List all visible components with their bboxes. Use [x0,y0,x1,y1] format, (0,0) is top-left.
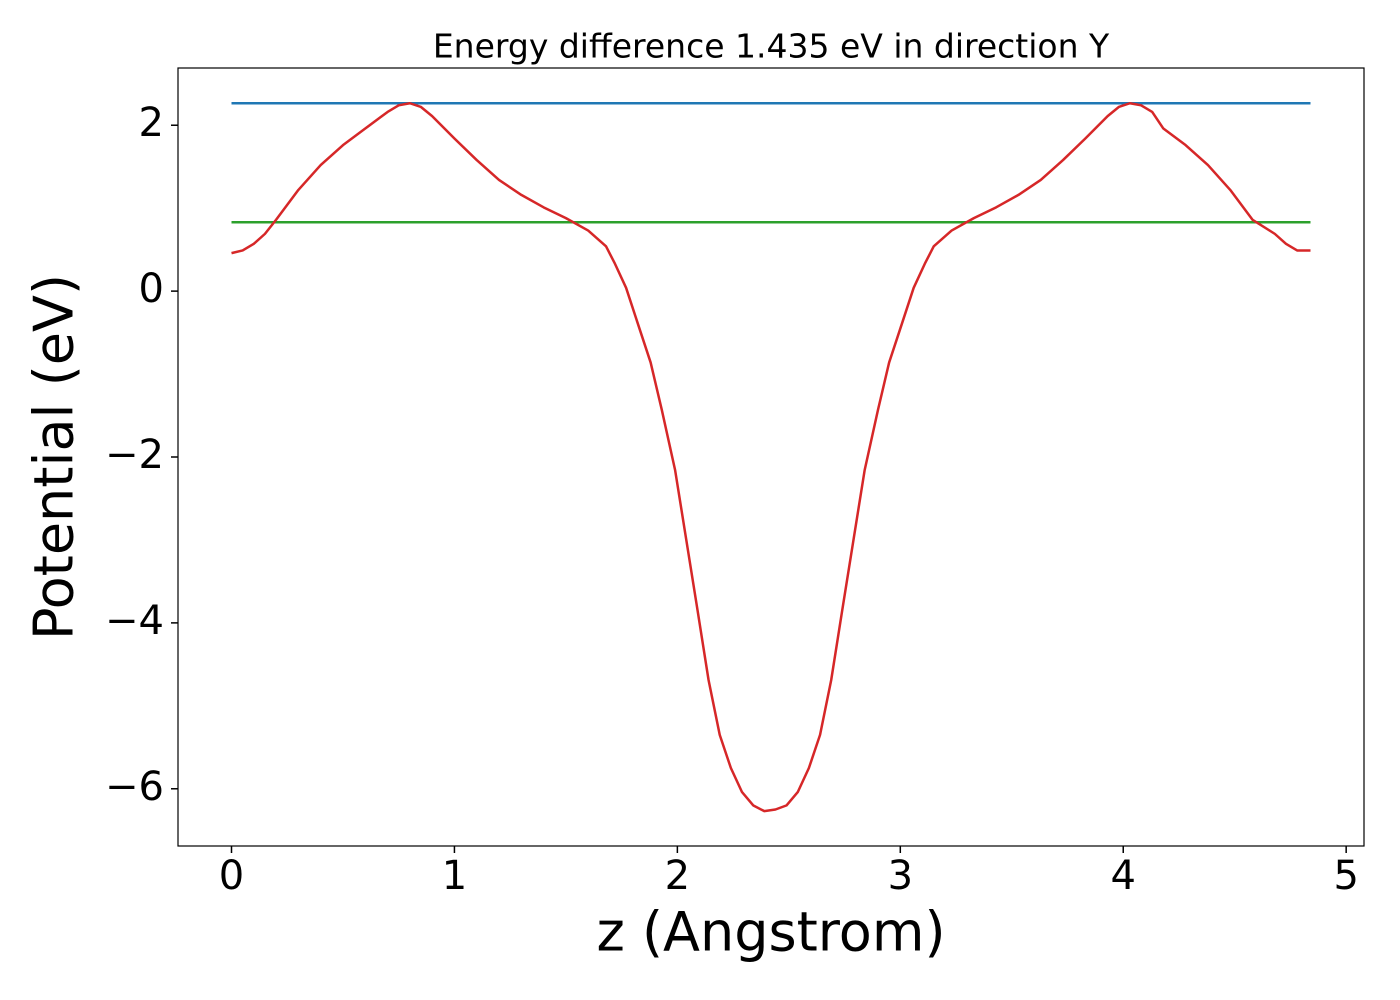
x-tick-label: 5 [1333,853,1358,899]
y-tick-label: 2 [139,100,164,146]
x-tick-label: 4 [1111,853,1136,899]
chart-title: Energy difference 1.435 eV in direction … [433,27,1110,66]
y-tick-label: 0 [139,266,164,312]
x-axis-label: z (Angstrom) [596,901,945,964]
plot-frame [177,67,1365,847]
y-tick-label: −6 [105,764,164,810]
y-axis-label: Potential (eV) [23,274,86,640]
x-tick-label: 3 [888,853,913,899]
line-series [231,102,1311,813]
y-tick-label: −2 [105,432,164,478]
x-tick-label: 1 [442,853,467,899]
x-tick-label: 0 [219,853,244,899]
y-tick-label: −4 [105,598,164,644]
x-tick-label: 2 [665,853,690,899]
